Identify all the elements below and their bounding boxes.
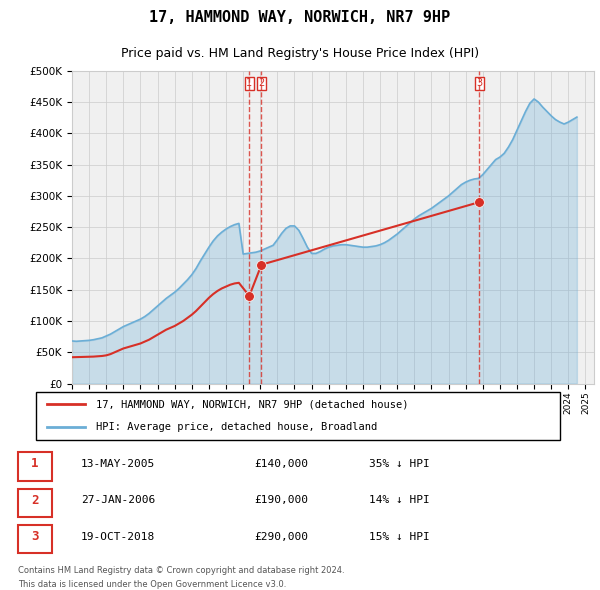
Text: 14% ↓ HPI: 14% ↓ HPI (369, 495, 430, 505)
Text: 17, HAMMOND WAY, NORWICH, NR7 9HP: 17, HAMMOND WAY, NORWICH, NR7 9HP (149, 10, 451, 25)
Text: 2: 2 (259, 78, 265, 88)
Text: 3: 3 (476, 78, 482, 88)
Text: 27-JAN-2006: 27-JAN-2006 (81, 495, 155, 505)
Text: 1: 1 (31, 457, 39, 470)
FancyBboxPatch shape (18, 489, 52, 517)
Text: This data is licensed under the Open Government Licence v3.0.: This data is licensed under the Open Gov… (18, 579, 286, 589)
FancyBboxPatch shape (18, 525, 52, 553)
Text: 15% ↓ HPI: 15% ↓ HPI (369, 532, 430, 542)
Text: Price paid vs. HM Land Registry's House Price Index (HPI): Price paid vs. HM Land Registry's House … (121, 47, 479, 60)
Text: 1: 1 (246, 78, 253, 88)
Text: Contains HM Land Registry data © Crown copyright and database right 2024.: Contains HM Land Registry data © Crown c… (18, 566, 344, 575)
Text: 19-OCT-2018: 19-OCT-2018 (81, 532, 155, 542)
Text: £190,000: £190,000 (254, 495, 308, 505)
FancyBboxPatch shape (35, 392, 560, 440)
Text: HPI: Average price, detached house, Broadland: HPI: Average price, detached house, Broa… (96, 422, 377, 431)
Text: 13-MAY-2005: 13-MAY-2005 (81, 459, 155, 469)
FancyBboxPatch shape (18, 452, 52, 481)
Text: 35% ↓ HPI: 35% ↓ HPI (369, 459, 430, 469)
Text: £290,000: £290,000 (254, 532, 308, 542)
Text: £140,000: £140,000 (254, 459, 308, 469)
Text: 2: 2 (31, 494, 39, 507)
Text: 17, HAMMOND WAY, NORWICH, NR7 9HP (detached house): 17, HAMMOND WAY, NORWICH, NR7 9HP (detac… (96, 399, 409, 409)
Text: 3: 3 (31, 530, 39, 543)
